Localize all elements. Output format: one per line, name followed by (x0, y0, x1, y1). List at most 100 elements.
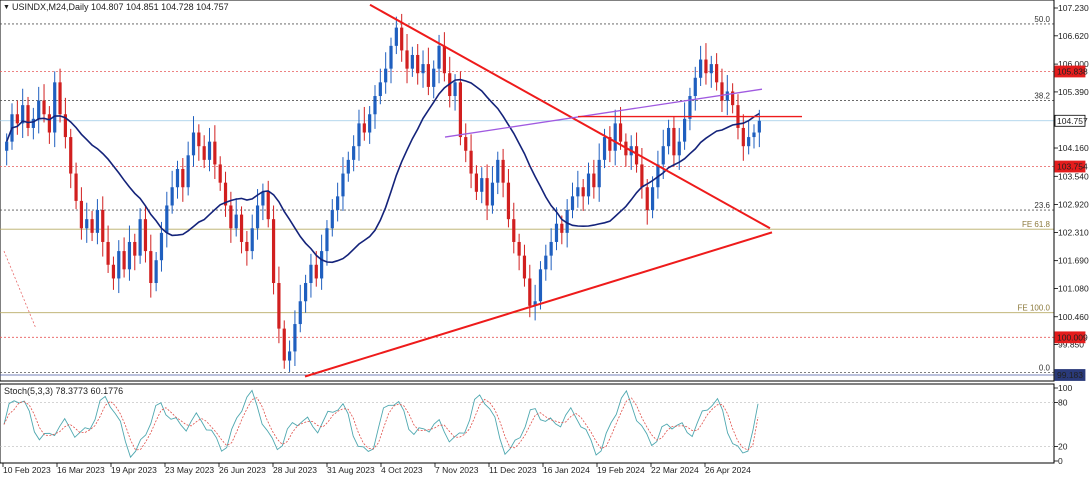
time-tick-label: 4 Oct 2023 (381, 465, 423, 475)
candle-body (357, 123, 361, 147)
candle-body (143, 219, 148, 252)
fib-level-label: 38.2 (1034, 92, 1050, 101)
candle-body (229, 205, 233, 229)
candle-body (490, 182, 495, 206)
candle-body (720, 82, 724, 101)
candle-body (469, 150, 473, 174)
candle-body (522, 255, 527, 279)
candle-body (725, 91, 729, 101)
candle-body (330, 210, 334, 229)
candle-body (90, 219, 94, 233)
candle-body (501, 159, 505, 183)
candle-body (378, 82, 382, 97)
candle-body (597, 159, 601, 188)
candle-body (565, 210, 569, 233)
candle-body (26, 105, 30, 128)
price-tag-label: 100.009 (1057, 332, 1088, 342)
candle-body (464, 137, 468, 151)
candle-body (757, 120, 761, 133)
candle-body (554, 223, 559, 242)
candle-body (699, 59, 703, 78)
candle-body (362, 123, 366, 133)
candle-body (154, 260, 158, 284)
candle-body (485, 178, 489, 206)
candle-body (634, 146, 639, 165)
price-tag-box (1054, 369, 1086, 381)
candle-body (186, 155, 190, 188)
price-tick-label: 102.920 (1058, 200, 1089, 210)
candle-body (293, 324, 297, 352)
candle-body (645, 187, 649, 211)
price-tag-label: 105.838 (1057, 66, 1088, 76)
candle-body (368, 114, 372, 133)
candle-body (138, 219, 142, 256)
chart-title: USINDX,M24,Daily 104.807 104.851 104.728… (12, 2, 229, 12)
candle-body (85, 219, 89, 229)
candle-body (533, 301, 537, 306)
descending-trendline (369, 3, 771, 230)
stoch-k-line (3, 389, 759, 459)
candle-body (197, 132, 201, 147)
candle-body (239, 214, 244, 242)
candle-body (37, 100, 41, 119)
candle-body (715, 64, 719, 83)
candle-body (576, 187, 580, 197)
candle-body (218, 164, 222, 183)
candle-body (426, 64, 430, 87)
candle-body (731, 91, 735, 106)
candle-body (175, 168, 180, 188)
fe-level-label: FE 61.8 (1022, 220, 1051, 229)
candle-body (74, 173, 78, 201)
main-pane[interactable] (0, 0, 1055, 382)
price-tags: 105.838 104.757 103.754 100.009 99.183 (1054, 65, 1088, 381)
candle-body (474, 173, 479, 192)
time-tick-label: 19 Feb 2024 (597, 465, 645, 475)
price-tick-label: 101.690 (1058, 256, 1089, 266)
price-tick-label: 106.620 (1058, 31, 1089, 41)
time-tick-label: 28 Jul 2023 (273, 465, 317, 475)
price-axis: 107.230 106.620 106.000 105.390 104.160 103.5… (1053, 0, 1089, 381)
stoch-tick-label: 0 (1058, 456, 1063, 466)
candle-body (207, 141, 212, 160)
candle-body (512, 219, 516, 242)
candle-body (271, 219, 276, 284)
candle-body (298, 301, 302, 325)
price-tick-label: 101.080 (1058, 283, 1089, 293)
candle-body (15, 114, 19, 124)
stoch-pane-frame (0, 383, 1055, 464)
time-tick-label: 11 Dec 2023 (489, 465, 537, 475)
candle-body (320, 251, 324, 279)
candle-body (560, 223, 564, 233)
candle-body (506, 182, 511, 220)
candle-body (688, 96, 692, 119)
price-tick-label: 102.310 (1058, 227, 1089, 237)
collapse-arrow-icon[interactable]: ▼ (3, 4, 10, 11)
candle-body (165, 205, 169, 233)
candle-body (672, 127, 676, 156)
moving-average (5, 78, 760, 264)
trendlines[interactable] (3, 3, 802, 378)
candle-body (245, 241, 249, 252)
candle-body (613, 123, 617, 151)
candle-body (709, 64, 713, 74)
candle-body (389, 45, 393, 69)
candle-body (352, 146, 356, 160)
candle-body (581, 187, 585, 197)
candle-body (346, 159, 350, 174)
candle-body (704, 59, 708, 74)
stoch-pane[interactable] (0, 383, 1055, 464)
candle-body (21, 105, 25, 124)
candle-body (394, 27, 398, 46)
candle-body (314, 264, 318, 279)
time-tick-label: 31 Aug 2023 (327, 465, 375, 475)
candle-body (544, 255, 548, 270)
time-tick-label: 26 Jun 2023 (219, 465, 266, 475)
candle-body (282, 328, 286, 361)
ma-line (5, 78, 760, 264)
price-tag-box (1054, 331, 1086, 344)
candle-body (602, 137, 607, 160)
price-tag-label: 99.183 (1057, 370, 1083, 380)
price-tag-label: 103.754 (1057, 162, 1088, 172)
candle-body (416, 54, 420, 74)
